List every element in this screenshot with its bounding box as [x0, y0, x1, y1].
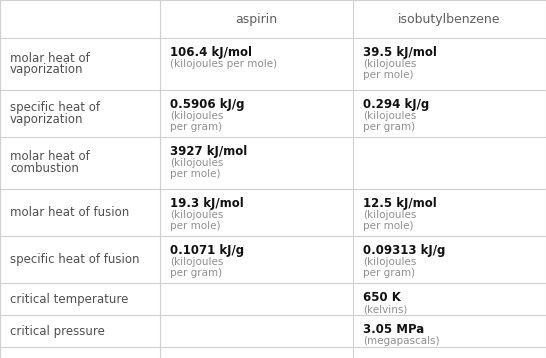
Text: 0.5906 kJ/g: 0.5906 kJ/g [170, 98, 245, 111]
Text: 0.1071 kJ/g: 0.1071 kJ/g [170, 244, 244, 257]
Text: 0.09313 kJ/g: 0.09313 kJ/g [363, 244, 446, 257]
Text: 39.5 kJ/mol: 39.5 kJ/mol [363, 46, 437, 59]
Text: 0.294 kJ/g: 0.294 kJ/g [363, 98, 429, 111]
Text: per mole): per mole) [363, 70, 413, 80]
Text: specific heat of fusion: specific heat of fusion [10, 253, 139, 266]
Text: specific heat of: specific heat of [10, 101, 100, 114]
Text: per gram): per gram) [170, 268, 222, 278]
Text: 3.05 MPa: 3.05 MPa [363, 323, 424, 336]
Text: (kilojoules: (kilojoules [363, 210, 417, 220]
Text: 12.5 kJ/mol: 12.5 kJ/mol [363, 197, 437, 210]
Text: per gram): per gram) [363, 268, 415, 278]
Text: (kilojoules: (kilojoules [363, 59, 417, 69]
Text: (kilojoules: (kilojoules [170, 210, 223, 220]
Text: aspirin: aspirin [235, 13, 277, 25]
Text: isobutylbenzene: isobutylbenzene [398, 13, 501, 25]
Text: (megapascals): (megapascals) [363, 336, 440, 346]
Text: (kilojoules: (kilojoules [170, 257, 223, 267]
Text: (kilojoules per mole): (kilojoules per mole) [170, 59, 277, 69]
Text: molar heat of: molar heat of [10, 52, 90, 64]
Text: combustion: combustion [10, 163, 79, 175]
Text: per gram): per gram) [170, 122, 222, 132]
Text: 3927 kJ/mol: 3927 kJ/mol [170, 145, 247, 158]
Text: (kilojoules: (kilojoules [363, 257, 417, 267]
Text: (kilojoules: (kilojoules [170, 158, 223, 168]
Text: per gram): per gram) [363, 122, 415, 132]
Text: critical pressure: critical pressure [10, 324, 105, 338]
Text: per mole): per mole) [170, 169, 221, 179]
Text: molar heat of fusion: molar heat of fusion [10, 206, 129, 219]
Text: 106.4 kJ/mol: 106.4 kJ/mol [170, 46, 252, 59]
Text: 19.3 kJ/mol: 19.3 kJ/mol [170, 197, 244, 210]
Text: critical temperature: critical temperature [10, 292, 128, 305]
Text: vaporization: vaporization [10, 63, 84, 77]
Text: (kilojoules: (kilojoules [170, 111, 223, 121]
Text: (kilojoules: (kilojoules [363, 111, 417, 121]
Text: molar heat of: molar heat of [10, 150, 90, 164]
Text: per mole): per mole) [363, 221, 413, 231]
Text: (kelvins): (kelvins) [363, 304, 407, 314]
Text: per mole): per mole) [170, 221, 221, 231]
Text: 650 K: 650 K [363, 291, 401, 304]
Text: vaporization: vaporization [10, 113, 84, 126]
